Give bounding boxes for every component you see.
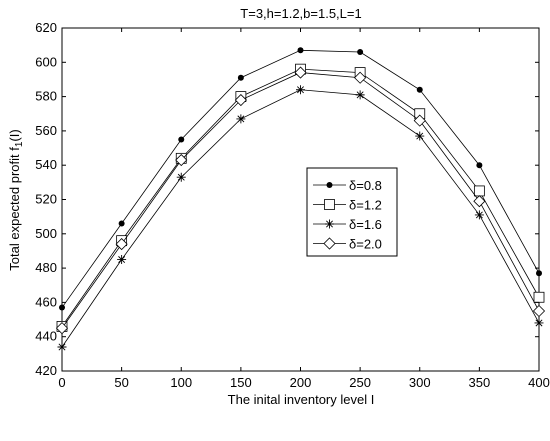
x-tick-label: 250 [349, 375, 371, 390]
chart-title: T=3,h=1.2,b=1.5,L=1 [240, 6, 361, 21]
series-4 [55, 66, 546, 335]
legend-entry-3: δ=1.6 [313, 217, 382, 232]
y-tick-label: 520 [35, 192, 57, 207]
x-tick-label: 350 [469, 375, 491, 390]
plot-area [61, 27, 540, 372]
series-3-point-5 [296, 85, 305, 95]
series-4-point-7 [413, 114, 426, 127]
legend-marker [325, 219, 334, 229]
series-4-point-5 [294, 66, 307, 79]
legend: δ=0.8 δ=1.2 δ=1.6 δ=2.0 [306, 167, 398, 257]
series-3 [57, 85, 544, 352]
series-3-point-8 [474, 210, 484, 220]
series-3-point-9 [534, 318, 544, 328]
series-3-point-2 [117, 255, 127, 265]
legend-entry-1: δ=0.8 [313, 178, 382, 193]
legend-label: δ=0.8 [349, 178, 382, 193]
series-4-point-9 [532, 304, 546, 318]
y-axis-title-subscript: 1 [14, 141, 25, 147]
x-tick-label: 150 [230, 375, 252, 390]
legend-marker [323, 237, 336, 250]
series-3-point-1 [57, 342, 67, 352]
y-tick-label: 420 [35, 363, 57, 378]
series-1-point-6 [357, 49, 364, 56]
y-axis-title-tail: (I) [7, 129, 22, 141]
legend-entries: δ=0.8 δ=1.2 δ=1.6 δ=2.0 [313, 178, 382, 252]
y-tick-label: 560 [35, 123, 57, 138]
x-tick-label: 0 [58, 375, 65, 390]
y-axis-title-main: Total expected profit f [7, 147, 22, 271]
y-tick-label: 440 [35, 329, 57, 344]
legend-box [306, 167, 398, 257]
series-layer [55, 47, 546, 352]
series-4-point-6 [354, 71, 367, 84]
x-tick-label: 400 [528, 375, 550, 390]
y-tick-label: 480 [35, 260, 57, 275]
y-tick-label: 540 [35, 157, 57, 172]
x-tick-label: 200 [290, 375, 312, 390]
y-tick-label: 460 [35, 294, 57, 309]
series-1 [59, 47, 542, 311]
y-tick-label: 620 [35, 20, 57, 35]
series-2-point-8 [473, 185, 485, 197]
series-1-point-2 [118, 220, 125, 227]
series-3-point-6 [355, 90, 365, 100]
series-1-point-4 [237, 74, 244, 81]
series-4-point-1 [55, 322, 69, 335]
series-1-point-8 [476, 162, 483, 169]
legend-entry-2: δ=1.2 [313, 198, 382, 213]
y-tick-label: 580 [35, 89, 57, 104]
series-3-point-3 [176, 172, 186, 182]
x-tick-label: 300 [409, 375, 431, 390]
series-1-point-7 [416, 86, 423, 93]
x-tick-label: 100 [170, 375, 192, 390]
series-4-point-4 [234, 93, 247, 107]
x-axis: 0 50 100 150 200 250 300 350 400 [58, 28, 550, 390]
legend-marker [326, 182, 333, 188]
legend-label: δ=2.0 [349, 237, 382, 252]
y-axis-title: Total expected profit f1(I) [7, 129, 25, 270]
series-4-point-2 [115, 238, 128, 251]
series-4-point-8 [473, 195, 486, 208]
y-tick-label: 600 [35, 54, 57, 69]
legend-marker [324, 199, 335, 210]
series-3-point-7 [415, 131, 425, 141]
legend-label: δ=1.6 [349, 217, 382, 232]
legend-label: δ=1.2 [349, 198, 382, 213]
series-1-point-1 [59, 304, 65, 311]
series-1-point-9 [536, 270, 542, 277]
x-axis-title: The inital inventory level I [228, 392, 375, 407]
legend-entry-4: δ=2.0 [313, 237, 382, 252]
series-1-point-3 [178, 136, 185, 143]
series-2-point-9 [533, 291, 545, 303]
series-1-point-5 [297, 47, 304, 54]
y-axis: 420 440 460 480 500 520 540 560 580 600 620 [35, 20, 539, 378]
series-4-point-3 [175, 153, 188, 167]
x-tick-label: 50 [114, 375, 128, 390]
y-tick-label: 500 [35, 226, 57, 241]
series-3-point-4 [236, 114, 246, 124]
